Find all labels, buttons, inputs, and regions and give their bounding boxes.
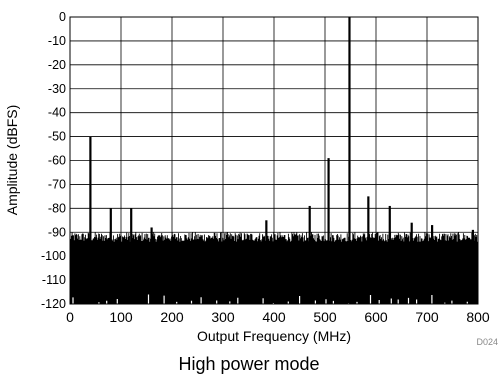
x-tick-label: 300 bbox=[211, 309, 235, 325]
y-tick-label: -80 bbox=[48, 201, 66, 215]
spectrum-trace bbox=[69, 17, 478, 304]
x-tick-labels: 0 100 200 300 400 500 600 700 800 bbox=[66, 309, 490, 325]
y-tick-label: -30 bbox=[48, 82, 66, 96]
y-tick-label: -60 bbox=[48, 154, 66, 168]
x-tick-label: 100 bbox=[109, 309, 133, 325]
y-tick-label: -70 bbox=[48, 177, 66, 191]
y-axis-label: Amplitude (dBFS) bbox=[4, 105, 20, 215]
x-tick-label: 500 bbox=[313, 309, 337, 325]
y-tick-label: -10 bbox=[48, 34, 66, 48]
plot-frame bbox=[69, 16, 479, 305]
y-tick-label: -20 bbox=[48, 58, 66, 72]
y-tick-label: -90 bbox=[48, 225, 66, 239]
x-tick-label: 700 bbox=[415, 309, 439, 325]
x-tick-label: 800 bbox=[466, 309, 490, 325]
y-tick-label: -120 bbox=[41, 297, 66, 311]
y-tick-label: -50 bbox=[48, 130, 66, 144]
x-tick-label: 200 bbox=[160, 309, 184, 325]
x-tick-label: 400 bbox=[262, 309, 286, 325]
figure-id: D024 bbox=[476, 337, 498, 347]
y-tick-label: 0 bbox=[59, 10, 66, 24]
x-axis-label: Output Frequency (MHz) bbox=[197, 328, 351, 344]
spectrum-chart: 0 -10 -20 -30 -40 -50 -60 -70 -80 -90 -100 -110 -120… bbox=[4, 10, 498, 347]
y-tick-labels: 0 -10 -20 -30 -40 -50 -60 -70 -80 -90 -100 -110 -120 bbox=[41, 10, 66, 311]
chart-caption: High power mode bbox=[178, 354, 320, 374]
y-tick-label: -110 bbox=[42, 273, 66, 287]
x-tick-label: 0 bbox=[66, 309, 74, 325]
x-tick-label: 600 bbox=[364, 309, 388, 325]
y-tick-label: -40 bbox=[48, 106, 66, 120]
y-tick-label: -100 bbox=[41, 249, 66, 263]
